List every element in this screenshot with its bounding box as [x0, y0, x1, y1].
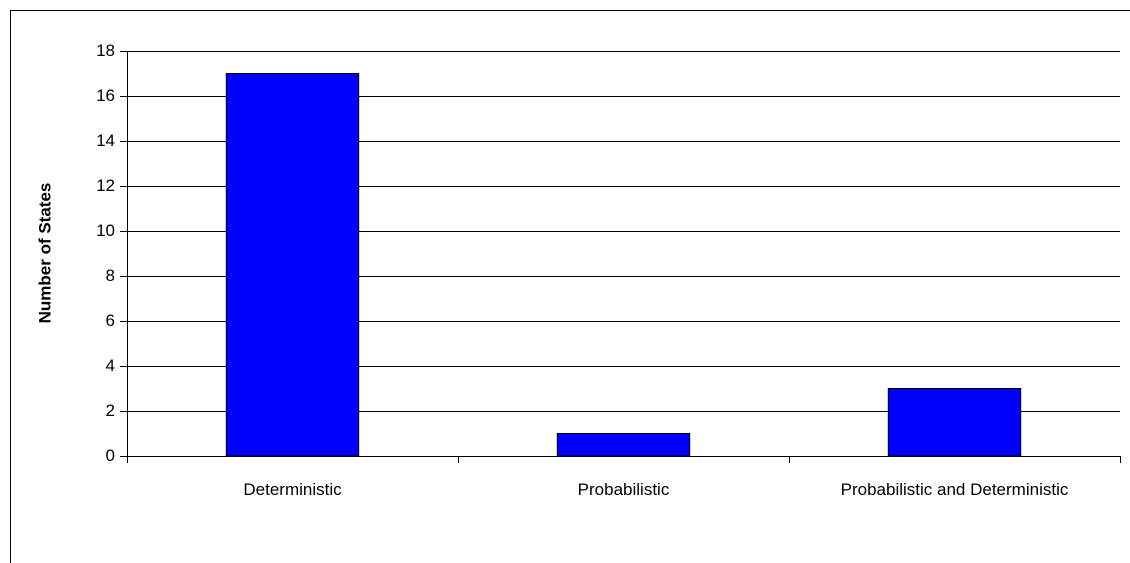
- y-tick-label: 12: [96, 176, 115, 195]
- bar: [556, 433, 691, 457]
- y-tick-label: 18: [96, 41, 115, 60]
- y-tick-label: 2: [106, 401, 115, 420]
- bar: [225, 73, 360, 457]
- y-tick-label: 6: [106, 311, 115, 330]
- x-tick-label: Probabilistic: [577, 480, 670, 499]
- y-tick-label: 16: [96, 86, 115, 105]
- bar: [887, 388, 1022, 457]
- y-tick-label: 14: [96, 131, 115, 150]
- y-tick-label: 4: [106, 356, 115, 375]
- y-tick-label: 0: [106, 446, 115, 465]
- x-tick-label: Deterministic: [243, 480, 342, 499]
- y-tick-label: 10: [96, 221, 115, 240]
- y-axis-label: Number of States: [35, 183, 54, 324]
- x-tick-label: Probabilistic and Deterministic: [840, 480, 1069, 499]
- chart-frame: [10, 10, 1130, 563]
- y-tick-label: 8: [106, 266, 115, 285]
